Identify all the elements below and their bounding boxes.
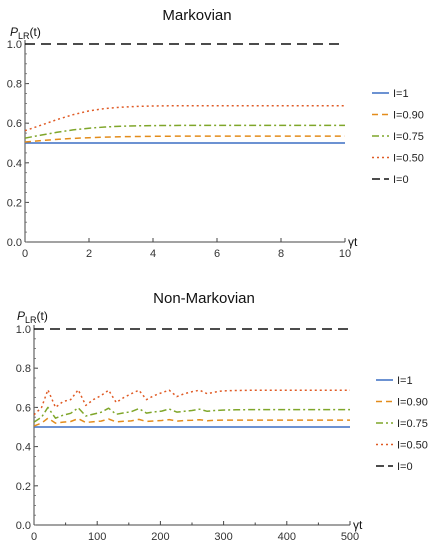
y-axis-label-main: P (17, 309, 25, 323)
legend-label: I=0.50 (397, 440, 428, 452)
y-tick-label: 0.2 (7, 197, 22, 209)
legend-label: I=0 (393, 174, 409, 186)
x-tick-label: 6 (214, 248, 220, 260)
x-tick-label: 100 (88, 531, 106, 543)
series-line-i-0-75 (34, 406, 350, 423)
x-tick-label: 300 (214, 531, 232, 543)
y-axis-label-sub: LR (18, 31, 30, 41)
y-tick-label: 0.4 (7, 158, 22, 170)
series-line-i-0-75 (25, 124, 345, 139)
legend-label: I=0.75 (393, 131, 424, 143)
y-axis-label-sub: LR (25, 315, 37, 325)
x-tick-label: 10 (339, 248, 351, 260)
series-line-i-0-90 (25, 135, 345, 143)
y-tick-label: 0.4 (16, 442, 31, 454)
x-tick-label: 500 (341, 531, 359, 543)
y-axis-label-suffix: (t) (37, 309, 48, 323)
chart-title: Non-Markovian (153, 290, 255, 307)
series-line-i-0-50 (34, 389, 350, 416)
chart-title: Markovian (162, 7, 231, 24)
chart-panel-2: Non-Markovian 0.0 0.2 0.4 0.6 0.8 1.0 0 100 200 30… (16, 290, 428, 543)
x-tick-label: 8 (278, 248, 284, 260)
y-axis-label: PLR(t) (17, 309, 48, 325)
legend-label: I=1 (393, 88, 409, 100)
y-tick-label: 0.8 (7, 79, 22, 91)
x-tick-label: 4 (150, 248, 156, 260)
x-tick-label: 400 (278, 531, 296, 543)
x-tick-label: 200 (151, 531, 169, 543)
legend-label: I=0.75 (397, 418, 428, 430)
legend-label: I=1 (397, 375, 413, 387)
y-tick-label: 0.8 (16, 363, 31, 375)
y-tick-label: 0.6 (7, 118, 22, 130)
x-axis-label: γt (353, 518, 363, 532)
y-tick-label: 1.0 (7, 39, 22, 51)
legend-label: I=0.50 (393, 153, 424, 165)
x-tick-label: 0 (31, 531, 37, 543)
series-line-i-0-50 (25, 105, 345, 132)
y-axis-label: PLR(t) (10, 25, 41, 41)
y-tick-label: 0.6 (16, 402, 31, 414)
y-axis-label-main: P (10, 25, 18, 39)
legend-label: I=0.90 (397, 397, 428, 409)
x-tick-label: 0 (22, 248, 28, 260)
y-tick-label: 0.0 (7, 237, 22, 249)
y-axis-label-suffix: (t) (30, 25, 41, 39)
legend-label: I=0 (397, 461, 413, 473)
series-line-i-0-90 (34, 417, 350, 427)
y-tick-label: 0.0 (16, 520, 31, 532)
y-tick-label: 1.0 (16, 324, 31, 336)
x-tick-label: 2 (86, 248, 92, 260)
chart-panel-1: Markovian 0.0 0.2 0.4 0.6 0.8 1.0 0 2 4 6 8 10 PLR(t)… (7, 7, 424, 260)
x-axis-label: γt (348, 235, 358, 249)
y-tick-label: 0.2 (16, 481, 31, 493)
legend-label: I=0.90 (393, 110, 424, 122)
